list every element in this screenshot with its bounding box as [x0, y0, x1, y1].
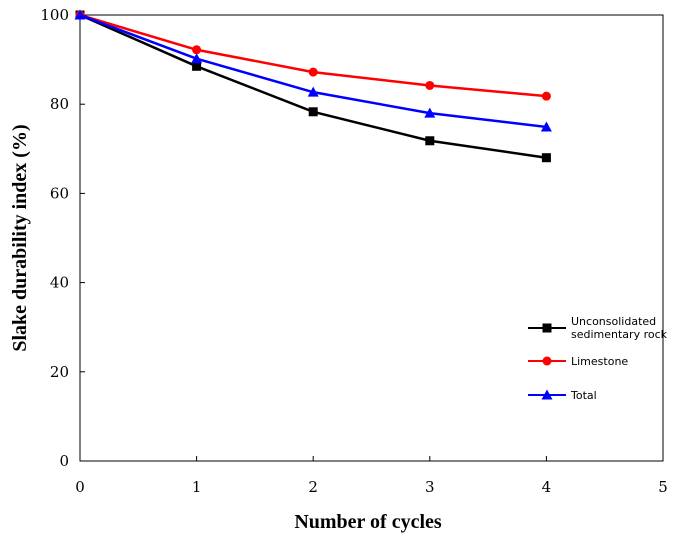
- data-point: [425, 80, 435, 90]
- data-point: [540, 121, 552, 132]
- legend-label: Limestone: [571, 355, 628, 368]
- series-layer: [74, 9, 552, 163]
- plot-area: [79, 14, 664, 462]
- y-axis-ticks: 0 20 40 60 80 100: [40, 6, 85, 470]
- legend-entry: Limestone: [528, 355, 628, 368]
- legend-entry: Total: [528, 389, 597, 402]
- y-axis-title: Slake durability index (%): [9, 124, 31, 351]
- x-axis-ticks: 0 1 2 3 4 5: [75, 456, 668, 496]
- data-point: [191, 53, 203, 64]
- x-tick-label: 3: [425, 478, 435, 496]
- data-point: [424, 107, 436, 118]
- x-tick-label: 0: [75, 478, 85, 496]
- legend-label: Unconsolidated: [571, 315, 656, 328]
- data-point: [307, 86, 319, 97]
- series-total: [74, 9, 552, 132]
- data-point: [425, 136, 435, 146]
- legend-marker: [542, 356, 552, 366]
- x-tick-label: 2: [308, 478, 318, 496]
- y-tick-label: 40: [50, 274, 69, 292]
- y-tick-label: 0: [59, 452, 69, 470]
- x-tick-label: 4: [542, 478, 552, 496]
- data-point: [308, 67, 318, 77]
- data-point: [541, 91, 551, 101]
- y-tick-label: 20: [50, 363, 69, 381]
- data-point: [192, 45, 202, 55]
- data-point: [541, 153, 551, 163]
- x-tick-label: 5: [658, 478, 668, 496]
- y-tick-label: 60: [50, 184, 69, 202]
- x-axis-title: Number of cycles: [294, 511, 442, 533]
- data-point: [192, 61, 202, 71]
- legend-label: sedimentary rock: [571, 328, 668, 341]
- legend-marker: [541, 389, 553, 400]
- data-point: [74, 9, 86, 20]
- y-tick-label: 100: [40, 6, 69, 24]
- data-point: [308, 107, 318, 117]
- y-tick-label: 80: [50, 95, 69, 113]
- legend-label: Total: [570, 389, 597, 402]
- x-tick-label: 1: [192, 478, 202, 496]
- legend-marker: [542, 323, 552, 333]
